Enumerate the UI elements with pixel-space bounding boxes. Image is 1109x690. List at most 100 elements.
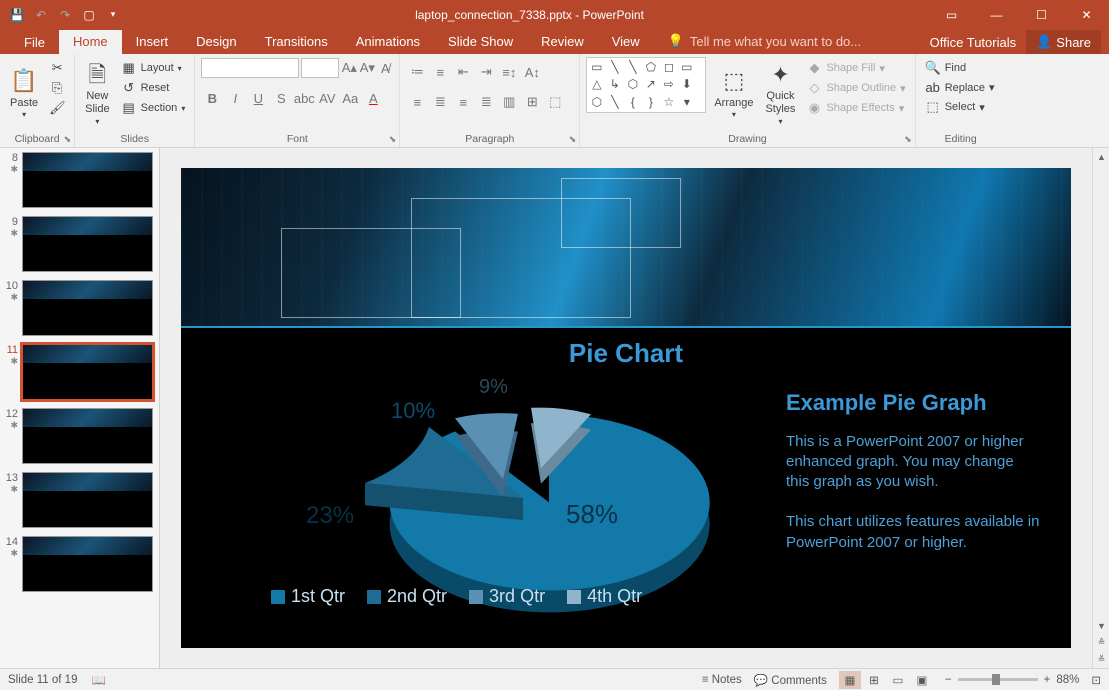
drawing-launcher-icon[interactable]: ⬊ <box>904 134 912 145</box>
normal-view-icon[interactable]: ▦ <box>839 671 861 689</box>
format-painter-button[interactable]: 🖌 <box>46 99 68 117</box>
zoom-in-icon[interactable]: + <box>1044 674 1051 686</box>
tab-review[interactable]: Review <box>527 30 598 54</box>
thumb-preview <box>22 536 153 592</box>
fit-to-window-icon[interactable]: ⊡ <box>1091 673 1101 687</box>
shadow-button[interactable]: abc <box>293 87 315 109</box>
font-launcher-icon[interactable]: ⬊ <box>389 134 397 145</box>
start-from-beginning-icon[interactable]: ▢ <box>78 4 100 26</box>
line-spacing-button[interactable]: ≡↕ <box>498 61 520 83</box>
find-button[interactable]: 🔍Find <box>922 59 998 77</box>
thumbnail-slide-14[interactable]: 14✱ <box>2 536 153 592</box>
shape-effects-button[interactable]: ◉Shape Effects ▾ <box>803 99 908 117</box>
prev-slide-icon[interactable]: ≙ <box>1093 634 1109 651</box>
scroll-down-icon[interactable]: ▼ <box>1093 617 1109 634</box>
view-buttons: ▦ ⊞ ▭ ▣ <box>839 671 933 689</box>
close-icon[interactable]: ✕ <box>1064 0 1109 29</box>
comments-button[interactable]: 💬 Comments <box>754 673 827 687</box>
thumbnail-slide-11[interactable]: 11✱ <box>2 344 153 400</box>
notes-button[interactable]: ≡ Notes <box>702 674 742 686</box>
zoom-out-icon[interactable]: − <box>945 674 952 686</box>
replace-button[interactable]: abReplace ▾ <box>922 79 998 96</box>
office-tutorials-link[interactable]: Office Tutorials <box>930 35 1016 50</box>
underline-button[interactable]: U <box>247 87 269 109</box>
tab-insert[interactable]: Insert <box>122 30 183 54</box>
tab-file[interactable]: File <box>10 31 59 54</box>
smartart-button[interactable]: ⬚ <box>544 91 566 113</box>
select-button[interactable]: ⬚Select ▾ <box>922 98 998 116</box>
tab-animations[interactable]: Animations <box>342 30 434 54</box>
cut-icon: ✂ <box>49 60 65 76</box>
numbering-button[interactable]: ≡ <box>429 61 451 83</box>
font-size-input[interactable] <box>301 58 339 78</box>
undo-icon[interactable]: ↶ <box>30 4 52 26</box>
tab-view[interactable]: View <box>598 30 654 54</box>
arrange-button[interactable]: ⬚Arrange▾ <box>710 57 757 131</box>
decrease-font-icon[interactable]: A▾ <box>359 57 375 79</box>
align-center-button[interactable]: ≣ <box>429 91 451 113</box>
zoom-slider-track[interactable] <box>958 678 1038 681</box>
zoom-slider-thumb[interactable] <box>992 674 1000 685</box>
font-name-input[interactable] <box>201 58 299 78</box>
decrease-indent-button[interactable]: ⇤ <box>452 61 474 83</box>
qat-customize-icon[interactable]: ▾ <box>102 4 124 26</box>
justify-button[interactable]: ≣ <box>475 91 497 113</box>
align-text-button[interactable]: ⊞ <box>521 91 543 113</box>
thumbnail-slide-12[interactable]: 12✱ <box>2 408 153 464</box>
slide-editor[interactable]: Pie Chart <box>160 148 1092 668</box>
columns-button[interactable]: ▥ <box>498 91 520 113</box>
slideshow-view-icon[interactable]: ▣ <box>911 671 933 689</box>
italic-button[interactable]: I <box>224 87 246 109</box>
thumbnail-slide-10[interactable]: 10✱ <box>2 280 153 336</box>
slide-canvas[interactable]: Pie Chart <box>181 168 1071 648</box>
shapes-gallery[interactable]: ▭╲╲⬠◻▭ △↳⬡↗⇨⬇ ⬡╲{}☆▾ <box>586 57 706 113</box>
thumbnail-slide-13[interactable]: 13✱ <box>2 472 153 528</box>
zoom-level[interactable]: 88% <box>1056 674 1079 686</box>
reading-view-icon[interactable]: ▭ <box>887 671 909 689</box>
next-slide-icon[interactable]: ≚ <box>1093 651 1109 668</box>
minimize-icon[interactable]: — <box>974 0 1019 29</box>
copy-button[interactable]: ⎘ <box>46 79 68 97</box>
shape-outline-button[interactable]: ◇Shape Outline ▾ <box>803 79 908 97</box>
tab-home[interactable]: Home <box>59 30 122 54</box>
reset-button[interactable]: ↺Reset <box>118 79 189 97</box>
quick-styles-button[interactable]: ✦Quick Styles▾ <box>761 57 799 131</box>
save-icon[interactable]: 💾 <box>6 4 28 26</box>
paste-button[interactable]: 📋 Paste ▾ <box>6 57 42 131</box>
new-slide-button[interactable]: 🗎 New Slide ▾ <box>81 57 113 131</box>
thumbnail-slide-9[interactable]: 9✱ <box>2 216 153 272</box>
change-case-button[interactable]: Aa <box>339 87 361 109</box>
scroll-up-icon[interactable]: ▲ <box>1093 148 1109 165</box>
clear-formatting-icon[interactable]: A̸ <box>377 57 393 79</box>
redo-icon[interactable]: ↷ <box>54 4 76 26</box>
maximize-icon[interactable]: ☐ <box>1019 0 1064 29</box>
text-direction-button[interactable]: A↕ <box>521 61 543 83</box>
paragraph-launcher-icon[interactable]: ⬊ <box>569 134 577 145</box>
thumbnail-slide-8[interactable]: 8✱ <box>2 152 153 208</box>
cut-button[interactable]: ✂ <box>46 59 68 77</box>
char-spacing-button[interactable]: AV <box>316 87 338 109</box>
sorter-view-icon[interactable]: ⊞ <box>863 671 885 689</box>
share-button[interactable]: 👤Share <box>1026 30 1101 54</box>
vertical-scrollbar[interactable]: ▲ ▼ ≙ ≚ <box>1092 148 1109 668</box>
align-left-button[interactable]: ≡ <box>406 91 428 113</box>
clipboard-launcher-icon[interactable]: ⬊ <box>64 134 72 145</box>
tab-design[interactable]: Design <box>182 30 250 54</box>
ribbon-display-icon[interactable]: ▭ <box>929 0 974 29</box>
slide-thumbnails-panel[interactable]: 8✱ 9✱ 10✱ 11✱ 12✱ 13✱ 14✱ <box>0 148 160 668</box>
increase-indent-button[interactable]: ⇥ <box>475 61 497 83</box>
shape-fill-button[interactable]: ◆Shape Fill ▾ <box>803 59 908 77</box>
zoom-control[interactable]: − + 88% <box>945 674 1079 686</box>
increase-font-icon[interactable]: A▴ <box>341 57 357 79</box>
tab-slideshow[interactable]: Slide Show <box>434 30 527 54</box>
strikethrough-button[interactable]: S <box>270 87 292 109</box>
spellcheck-icon[interactable]: 📖 <box>91 673 105 687</box>
tell-me[interactable]: 💡Tell me what you want to do... <box>654 29 875 54</box>
layout-button[interactable]: ▦Layout ▾ <box>118 59 189 77</box>
font-color-button[interactable]: A <box>362 87 384 109</box>
bold-button[interactable]: B <box>201 87 223 109</box>
tab-transitions[interactable]: Transitions <box>251 30 342 54</box>
section-button[interactable]: ▤Section ▾ <box>118 99 189 117</box>
bullets-button[interactable]: ≔ <box>406 61 428 83</box>
align-right-button[interactable]: ≡ <box>452 91 474 113</box>
